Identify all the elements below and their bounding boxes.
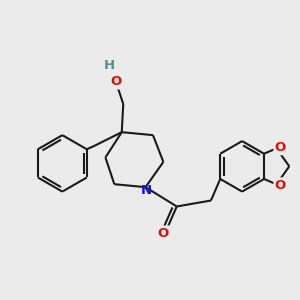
Text: O: O [275,179,286,192]
Text: H: H [103,59,115,72]
Text: O: O [110,75,122,88]
Text: O: O [275,141,286,154]
Text: N: N [141,184,152,196]
Text: O: O [158,227,169,240]
